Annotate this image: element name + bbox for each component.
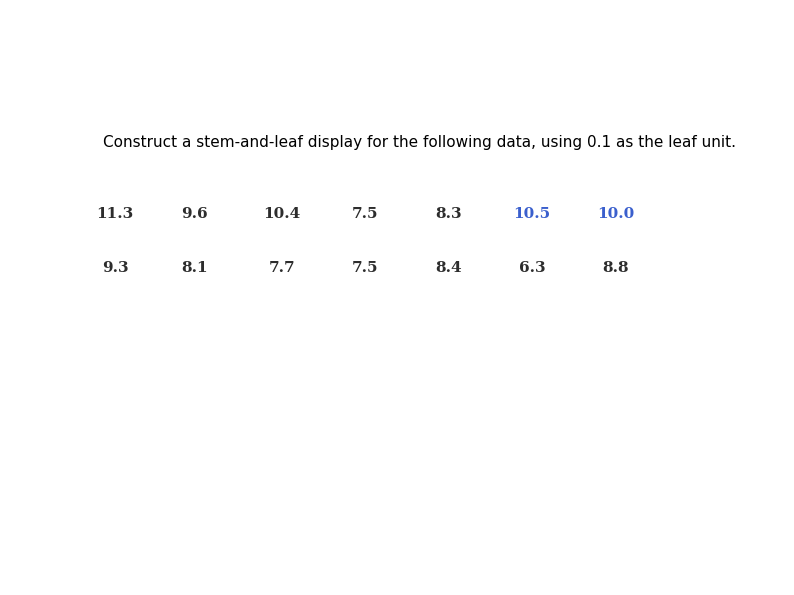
Text: 9.6: 9.6 [181,207,208,221]
Text: 11.3: 11.3 [97,207,133,221]
Text: 10.5: 10.5 [514,207,550,221]
Text: 8.1: 8.1 [181,261,208,275]
Text: 10.0: 10.0 [597,207,634,221]
Text: 7.5: 7.5 [352,261,379,275]
Text: 10.4: 10.4 [264,207,300,221]
Text: 7.5: 7.5 [352,207,379,221]
Text: 8.4: 8.4 [435,261,462,275]
Text: 6.3: 6.3 [518,261,545,275]
Text: 9.3: 9.3 [102,261,129,275]
Text: 8.8: 8.8 [602,261,629,275]
Text: 8.3: 8.3 [435,207,462,221]
Text: 7.7: 7.7 [268,261,295,275]
Text: Construct a stem-and-leaf display for the following data, using 0.1 as the leaf : Construct a stem-and-leaf display for th… [103,135,736,151]
